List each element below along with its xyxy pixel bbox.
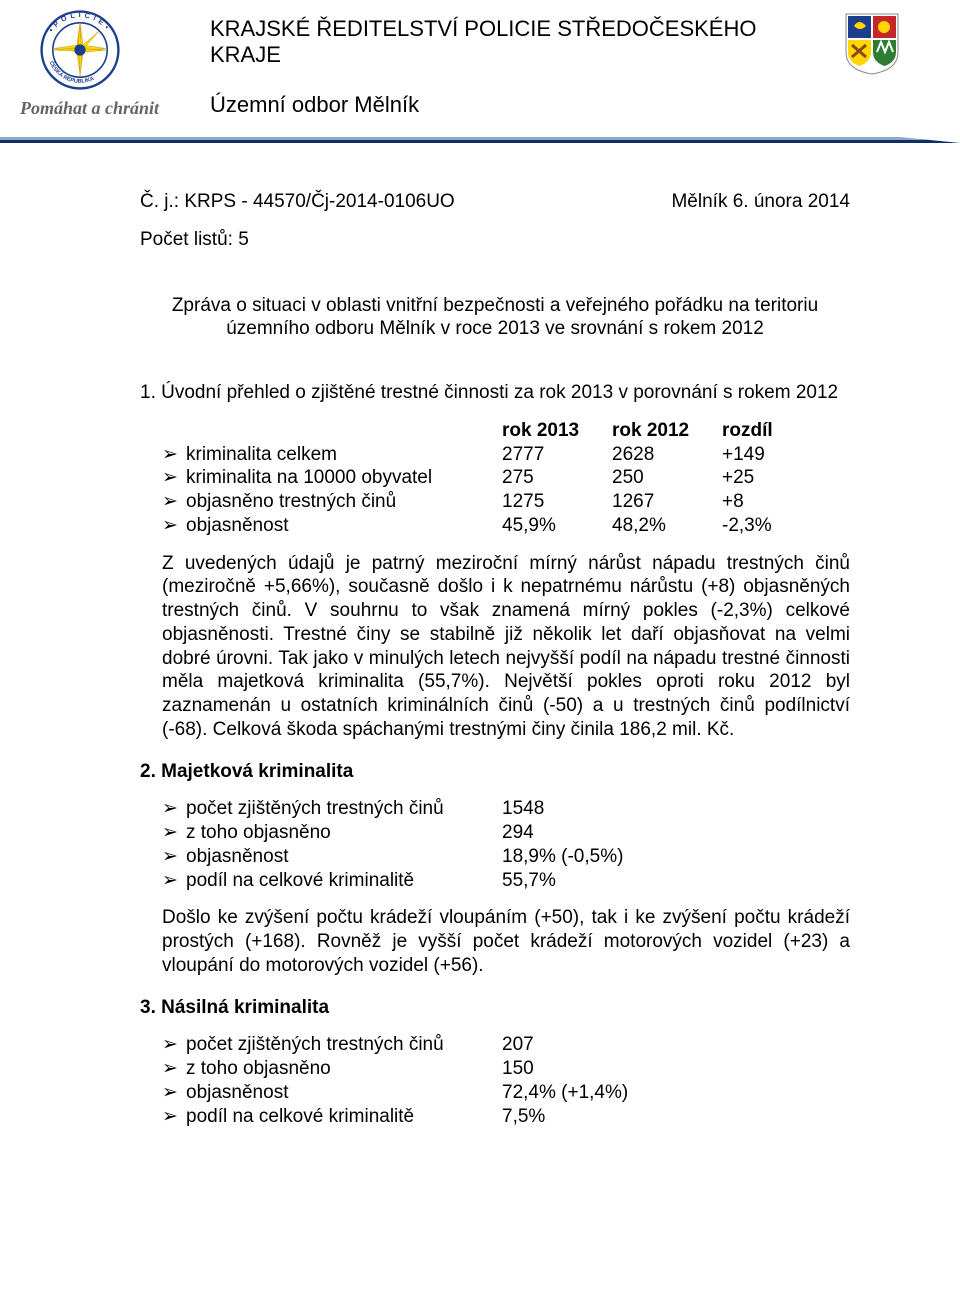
row-v2: 1267: [612, 490, 722, 514]
table-row: ➢ objasněnost 45,9% 48,2% -2,3%: [162, 514, 850, 538]
row-label: objasněno trestných činů: [186, 490, 396, 514]
org-name: KRAJSKÉ ŘEDITELSTVÍ POLICIE STŘEDOČESKÉH…: [210, 16, 820, 68]
bullet-arrow-icon: ➢: [162, 1081, 176, 1105]
police-logo-left: • P O L I C I E • ČESKÁ REPUBLIKA: [40, 10, 120, 90]
bullet-arrow-icon: ➢: [162, 1105, 176, 1129]
kv-label: objasněnost: [186, 1081, 288, 1105]
motto-text: Pomáhat a chránit: [20, 98, 159, 119]
table-row: ➢ objasněno trestných činů 1275 1267 +8: [162, 490, 850, 514]
row-label: kriminalita celkem: [186, 443, 337, 467]
section-1: 1. Úvodní přehled o zjištěné trestné čin…: [140, 381, 850, 742]
table-header-row: rok 2013 rok 2012 rozdíl: [162, 419, 850, 443]
bullet-arrow-icon: ➢: [162, 821, 176, 845]
section-3-heading: 3. Násilná kriminalita: [140, 996, 850, 1020]
kv-value: 207: [502, 1033, 802, 1057]
section-1-heading: 1. Úvodní přehled o zjištěné trestné čin…: [140, 381, 850, 405]
kv-label: objasněnost: [186, 845, 288, 869]
bullet-arrow-icon: ➢: [162, 514, 176, 538]
place-and-date: Mělník 6. února 2014: [671, 190, 850, 214]
bullet-arrow-icon: ➢: [162, 466, 176, 490]
bullet-arrow-icon: ➢: [162, 443, 176, 467]
col-2012: rok 2012: [612, 419, 722, 443]
reference-line: Č. j.: KRPS - 44570/Čj-2014-0106UO Mělní…: [140, 190, 850, 214]
kv-label: podíl na celkové kriminalitě: [186, 869, 414, 893]
letterhead: • P O L I C I E • ČESKÁ REPUBLIKA KRAJSK…: [0, 0, 960, 140]
kv-value: 18,9% (-0,5%): [502, 845, 802, 869]
bullet-arrow-icon: ➢: [162, 1057, 176, 1081]
list-item: ➢ počet zjištěných trestných činů 1548: [162, 797, 850, 821]
reference-number: Č. j.: KRPS - 44570/Čj-2014-0106UO: [140, 190, 455, 214]
list-item: ➢ podíl na celkové kriminalitě 7,5%: [162, 1105, 850, 1129]
section-3-stats: ➢ počet zjištěných trestných činů 207 ➢ z …: [162, 1033, 850, 1128]
document-body: Č. j.: KRPS - 44570/Čj-2014-0106UO Mělní…: [0, 140, 960, 1166]
table-row: ➢ kriminalita celkem 2777 2628 +149: [162, 443, 850, 467]
kv-label: z toho objasněno: [186, 1057, 331, 1081]
kv-value: 55,7%: [502, 869, 802, 893]
list-item: ➢ objasněnost 72,4% (+1,4%): [162, 1081, 850, 1105]
section-3: 3. Násilná kriminalita ➢ počet zjištěných…: [140, 996, 850, 1129]
table-row: ➢ kriminalita na 10000 obyvatel 275 250 +…: [162, 466, 850, 490]
bullet-arrow-icon: ➢: [162, 490, 176, 514]
row-diff: +8: [722, 490, 822, 514]
page-count: Počet listů: 5: [140, 228, 850, 252]
col-2013: rok 2013: [502, 419, 612, 443]
row-v1: 1275: [502, 490, 612, 514]
kv-label: z toho objasněno: [186, 821, 331, 845]
bullet-arrow-icon: ➢: [162, 797, 176, 821]
row-label: objasněnost: [186, 514, 288, 538]
report-title: Zpráva o situaci v oblasti vnitřní bezpe…: [165, 294, 825, 342]
row-v2: 48,2%: [612, 514, 722, 538]
row-v2: 250: [612, 466, 722, 490]
list-item: ➢ objasněnost 18,9% (-0,5%): [162, 845, 850, 869]
kv-value: 72,4% (+1,4%): [502, 1081, 802, 1105]
section-1-paragraph: Z uvedených údajů je patrný meziroční mí…: [162, 552, 850, 742]
section-2-stats: ➢ počet zjištěných trestných činů 1548 ➢ z…: [162, 797, 850, 892]
kv-label: podíl na celkové kriminalitě: [186, 1105, 414, 1129]
row-diff: +25: [722, 466, 822, 490]
list-item: ➢ z toho objasněno 294: [162, 821, 850, 845]
section-2-paragraph: Došlo ke zvýšení počtu krádeží vloupáním…: [162, 906, 850, 977]
row-v2: 2628: [612, 443, 722, 467]
bullet-arrow-icon: ➢: [162, 869, 176, 893]
row-label: kriminalita na 10000 obyvatel: [186, 466, 432, 490]
kv-value: 150: [502, 1057, 802, 1081]
row-v1: 45,9%: [502, 514, 612, 538]
row-v1: 2777: [502, 443, 612, 467]
list-item: ➢ podíl na celkové kriminalitě 55,7%: [162, 869, 850, 893]
row-diff: -2,3%: [722, 514, 822, 538]
kv-label: počet zjištěných trestných činů: [186, 1033, 444, 1057]
section-2-heading: 2. Majetková kriminalita: [140, 760, 850, 784]
kv-value: 1548: [502, 797, 802, 821]
list-item: ➢ z toho objasněno 150: [162, 1057, 850, 1081]
overview-table: rok 2013 rok 2012 rozdíl ➢ kriminalita ce…: [162, 419, 850, 538]
row-diff: +149: [722, 443, 822, 467]
bullet-arrow-icon: ➢: [162, 845, 176, 869]
bullet-arrow-icon: ➢: [162, 1033, 176, 1057]
department-name: Územní odbor Mělník: [210, 92, 820, 118]
col-diff: rozdíl: [722, 419, 822, 443]
header-divider: [0, 132, 960, 140]
row-v1: 275: [502, 466, 612, 490]
kv-value: 294: [502, 821, 802, 845]
header-text-block: KRAJSKÉ ŘEDITELSTVÍ POLICIE STŘEDOČESKÉH…: [210, 16, 820, 118]
list-item: ➢ počet zjištěných trestných činů 207: [162, 1033, 850, 1057]
kv-label: počet zjištěných trestných činů: [186, 797, 444, 821]
section-2: 2. Majetková kriminalita ➢ počet zjištěný…: [140, 760, 850, 978]
kv-value: 7,5%: [502, 1105, 802, 1129]
regional-crest-icon: [844, 12, 900, 76]
